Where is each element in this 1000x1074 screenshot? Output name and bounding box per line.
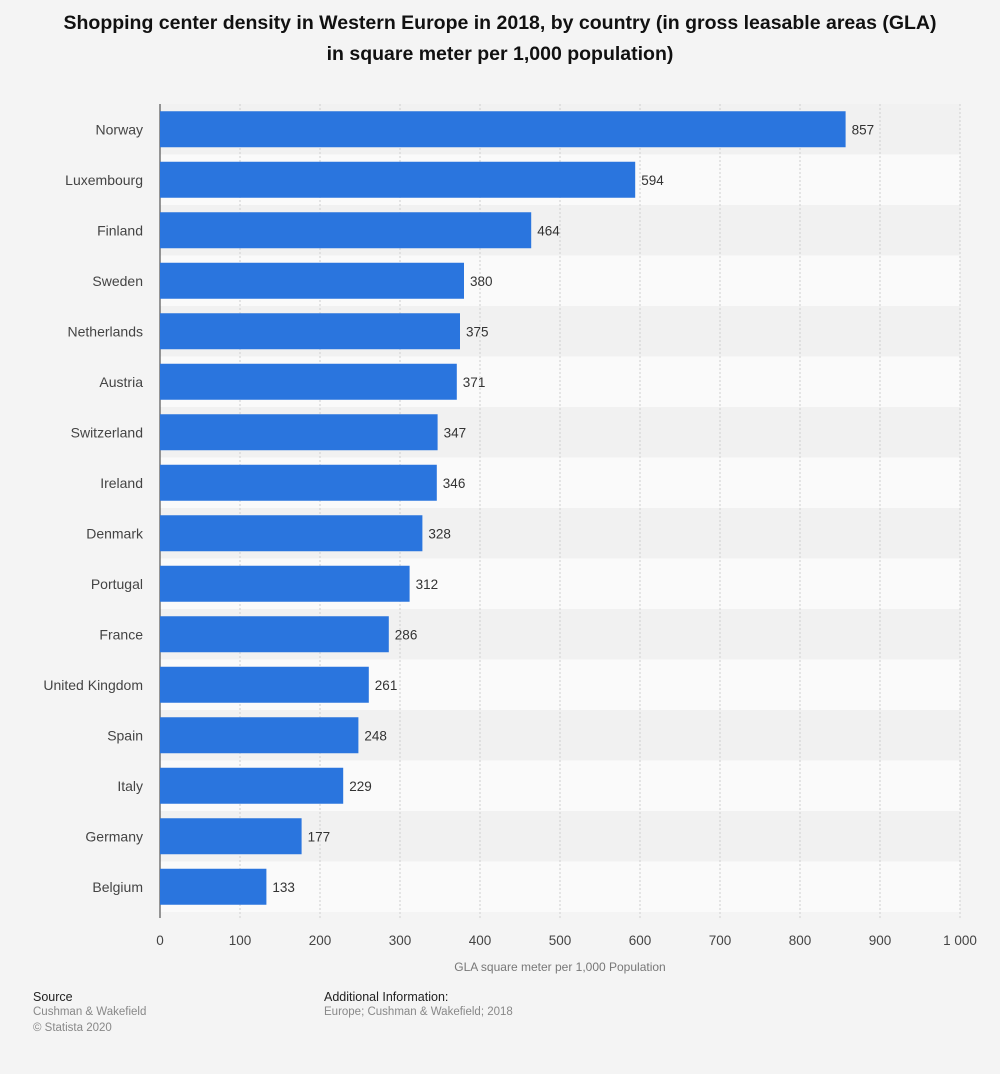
bar (160, 818, 302, 855)
category-label: Denmark (86, 525, 144, 541)
category-label: Spain (107, 727, 143, 743)
bar (160, 565, 410, 602)
bar (160, 363, 457, 400)
category-label: Netherlands (68, 323, 144, 339)
data-label: 248 (364, 728, 387, 743)
data-label: 346 (443, 476, 466, 491)
data-label: 312 (416, 577, 439, 592)
copyright-line: © Statista 2020 (33, 1022, 112, 1034)
bar (160, 666, 369, 703)
category-label: Luxembourg (65, 172, 143, 188)
bar (160, 868, 267, 905)
data-label: 347 (444, 425, 467, 440)
x-tick-label: 200 (309, 933, 332, 948)
bar (160, 161, 636, 198)
data-label: 177 (308, 829, 331, 844)
category-label: Germany (85, 828, 143, 844)
category-label: Belgium (92, 879, 143, 895)
bars (160, 111, 846, 905)
additional-info-heading: Additional Information: (324, 990, 449, 1004)
x-tick-label: 900 (869, 933, 892, 948)
data-label: 261 (375, 678, 398, 693)
x-tick-label: 400 (469, 933, 492, 948)
category-label: United Kingdom (43, 677, 143, 693)
x-tick-label: 100 (229, 933, 252, 948)
data-label: 464 (537, 223, 560, 238)
bar (160, 717, 359, 754)
category-label: Ireland (100, 475, 143, 491)
data-label: 375 (466, 324, 489, 339)
x-tick-label: 700 (709, 933, 732, 948)
data-label: 371 (463, 375, 486, 390)
data-label: 229 (349, 779, 372, 794)
x-tick-label: 600 (629, 933, 652, 948)
chart-title: Shopping center density in Western Europ… (63, 12, 937, 65)
data-label: 286 (395, 627, 418, 642)
bar (160, 616, 389, 653)
x-tick-label: 0 (156, 933, 164, 948)
additional-info-text: Europe; Cushman & Wakefield; 2018 (324, 1006, 513, 1018)
category-label: Portugal (91, 576, 143, 592)
source-line: Cushman & Wakefield (33, 1006, 147, 1018)
bar (160, 111, 846, 148)
category-label: France (99, 626, 143, 642)
x-tick-label: 1 000 (943, 933, 977, 948)
x-axis-title: GLA square meter per 1,000 Population (454, 960, 665, 974)
bar-chart: 0 100 200 300 400 500 600 700 800 900 1 000 Norway 8… (43, 104, 977, 974)
category-label: Italy (117, 778, 143, 794)
data-label: 133 (272, 880, 295, 895)
data-label: 857 (852, 122, 875, 137)
category-label: Switzerland (71, 424, 143, 440)
data-label: 380 (470, 274, 493, 289)
category-label: Austria (99, 374, 143, 390)
data-label: 328 (428, 526, 451, 541)
bar (160, 767, 344, 804)
bar (160, 313, 460, 350)
x-tick-label: 800 (789, 933, 812, 948)
category-label: Finland (97, 222, 143, 238)
bar (160, 515, 423, 552)
bar (160, 464, 437, 501)
category-label: Sweden (92, 273, 143, 289)
category-label: Norway (96, 121, 143, 137)
bar (160, 262, 464, 299)
labels: 0 100 200 300 400 500 600 700 800 900 1 000 Norway 8… (43, 121, 977, 974)
x-tick-label: 500 (549, 933, 572, 948)
bar (160, 414, 438, 451)
x-tick-label: 300 (389, 933, 412, 948)
source-heading: Source (33, 990, 73, 1004)
data-label: 594 (641, 173, 664, 188)
bar (160, 212, 532, 249)
